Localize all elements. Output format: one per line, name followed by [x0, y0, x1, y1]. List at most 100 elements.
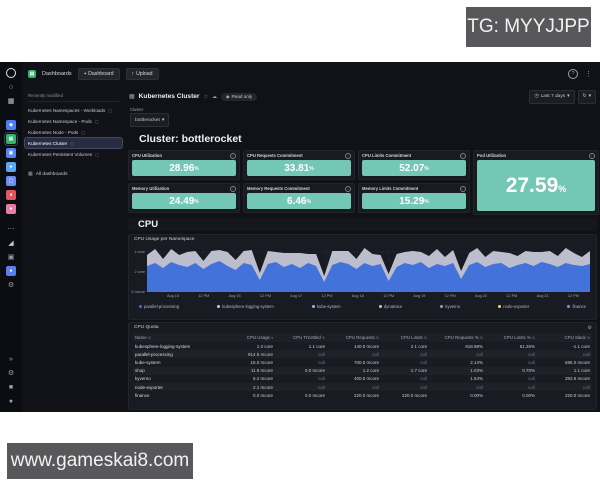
legend-item-node-exporter[interactable]: node-exporter — [498, 304, 529, 309]
cell-value: null — [582, 384, 590, 390]
cell-value: null — [317, 384, 325, 390]
legend-item-parallel-processing[interactable]: parallel-processing — [139, 304, 179, 309]
cell-value: 0.0 mcore — [304, 368, 325, 374]
row-title[interactable]: Cluster: bottlerocket — [139, 133, 242, 145]
share-icon[interactable]: ☁ — [211, 93, 217, 100]
cell-value: null — [419, 384, 427, 390]
panel-title: CPU Quota — [134, 325, 159, 330]
cluster-variable-dropdown[interactable]: bottlerocket ▾ — [130, 113, 170, 127]
x-axis-label: 12 PM — [567, 294, 579, 298]
table-row-kube-system[interactable]: kube-system 15.0 mcore null 700.0 mcore null… — [133, 358, 592, 366]
app-panel-icon[interactable]: ▣ — [6, 148, 16, 158]
cpu-usage-panel[interactable]: CPU Usage per Namespace 4 core 2 core 0 mc… — [128, 234, 597, 320]
cluster-variable-label: Cluster — [130, 107, 144, 112]
column-header-name[interactable]: Name ⇅ — [135, 335, 151, 340]
table-row-parallel-processing[interactable]: parallel-processing 914.5 mcore null null nu… — [133, 350, 592, 358]
apps-grid-icon[interactable]: ▦ — [7, 97, 15, 105]
panel-header: Memory Utilization i — [129, 184, 239, 192]
app-alert-icon[interactable]: ● — [6, 190, 16, 200]
stat-panel-memory-utilization[interactable]: Memory Utilization i 24.49% — [128, 183, 240, 213]
refresh-button[interactable]: ↻ ▾ — [577, 89, 596, 104]
panel-info-icon[interactable]: i — [459, 185, 466, 192]
stat-panel-memory-limits-commitment[interactable]: Memory Limits Commitment i 15.29% — [358, 183, 470, 213]
sidebar-item-kubernetes-namespace-pods[interactable]: Kubernetes Namespace - Pods ▢ — [25, 116, 122, 126]
table-row-kubesphere-logging-system[interactable]: kubesphere-logging-system 1.3 core 1.1 cor… — [133, 342, 592, 350]
cell-value: null — [317, 376, 325, 382]
legend-item-kube-system[interactable]: kube-system — [311, 304, 341, 309]
app-eye-icon[interactable]: ● — [6, 162, 16, 172]
stat-panel-memory-requests-commitment[interactable]: Memory Requests Commitment i 6.46% — [243, 183, 355, 213]
legend-item-kubesphere-logging-system[interactable]: kubesphere-logging-system — [217, 304, 274, 309]
panel-info-icon[interactable]: i — [229, 185, 236, 192]
stat-panel-cpu-limits-commitment[interactable]: CPU Limits Commitment i 52.07% — [358, 150, 470, 180]
stat-panel-cpu-utilization[interactable]: CPU Utilization i 28.96% — [128, 150, 240, 180]
dashboards-label[interactable]: Dashboards — [42, 71, 72, 77]
time-range-picker[interactable]: ◷ Last 7 days ▾ — [529, 89, 575, 104]
column-header-cpu-usage[interactable]: CPU Usage ▾ — [246, 335, 273, 340]
stat-number: 24.49 — [169, 195, 195, 207]
cpu-quota-panel: CPU Quota ⚙ Name ⇅ CPU Usage ▾ CPU Throttl… — [128, 322, 597, 410]
legend-item-dynatrace[interactable]: dynatrace — [378, 304, 402, 309]
column-header-cpu-throttled[interactable]: CPU Throttled ⇅ — [293, 335, 325, 340]
column-header-cpu-slack[interactable]: CPU Slack ⇅ — [564, 335, 590, 340]
panel-info-icon[interactable]: i — [459, 152, 466, 159]
help-icon[interactable]: ? — [568, 69, 578, 79]
app-hex-icon[interactable]: ● — [6, 204, 16, 214]
table-row-finance[interactable]: finance 0.0 mcore 0.0 mcore 220.0 mcore 220.… — [133, 391, 592, 399]
stat-panel-cpu-requests-commitment[interactable]: CPU Requests Commitment i 33.81% — [243, 150, 355, 180]
legend-item-finance[interactable]: finance — [567, 304, 586, 309]
all-dashboards-link[interactable]: ▦ All dashboards — [28, 171, 119, 177]
more-apps-icon[interactable]: ⋯ — [7, 225, 15, 233]
x-axis-label: 12 PM — [506, 294, 518, 298]
pod-utilization-panel[interactable]: Pod Utilization i 27.59 % — [473, 150, 599, 215]
analytics-icon[interactable]: ◢ — [8, 239, 14, 247]
cell-value: -1.1 core — [572, 343, 590, 349]
expand-arrow-icon[interactable]: » — [9, 355, 13, 363]
grafana-logo[interactable] — [6, 68, 16, 78]
sidebar-item-kubernetes-namespaces-workloads[interactable]: Kubernetes Namespaces - Workloads ▢ — [25, 105, 122, 115]
dashboard-title: Kubernetes Cluster — [138, 93, 200, 100]
circle-icon[interactable]: ● — [8, 397, 14, 405]
column-header-cpu-requests[interactable]: CPU Requests ⇅ — [345, 335, 379, 340]
sidebar-item-kubernetes-cluster[interactable]: Kubernetes Cluster ▢ — [24, 137, 123, 149]
table-row-kyverno[interactable]: kyverno 6.2 mcore null 400.0 mcore null 1.54%… — [133, 375, 592, 383]
admin-gear-icon[interactable]: ⚙ — [7, 369, 15, 377]
cpu-section-row[interactable]: CPU — [128, 218, 597, 231]
upload-button[interactable]: ↑ Upload — [125, 68, 159, 80]
snapshot-icon[interactable]: ▣ — [7, 253, 15, 261]
app-cube-icon[interactable]: ◆ — [6, 120, 16, 130]
panel-gear-icon[interactable]: ⚙ — [587, 325, 592, 331]
star-icon[interactable]: ☆ — [203, 93, 208, 100]
kebab-menu-icon[interactable]: ⋮ — [585, 71, 592, 78]
profile-icon[interactable]: ● — [6, 266, 16, 276]
column-header-cpu-limits[interactable]: CPU Limits ⇅ — [400, 335, 427, 340]
sort-icon: ⇅ — [147, 336, 151, 340]
legend-label: kyverno — [445, 304, 461, 309]
column-header-cpu-requests-[interactable]: CPU Requests % ⇅ — [444, 335, 483, 340]
panel-info-icon[interactable]: i — [344, 152, 351, 159]
x-axis-ticks: Aug 15 12 PM Aug 16 12 PM Aug 17 12 PM Aug 18 1… — [147, 294, 590, 301]
legend-item-kyverno[interactable]: kyverno — [440, 304, 460, 309]
topbar-left: ▦ Dashboards + Dashboard ↑ Upload — [22, 68, 159, 80]
dashboards-app-icon[interactable]: ▦ — [4, 132, 18, 146]
new-dashboard-button[interactable]: + Dashboard — [77, 68, 120, 80]
column-header-cpu-limits-[interactable]: CPU Limits % ⇅ — [503, 335, 535, 340]
table-row-node-exporter[interactable]: node-exporter 2.1 mcore null null null null nu… — [133, 383, 592, 391]
cell-value: 700.0 mcore — [353, 359, 379, 365]
stat-unit: % — [424, 199, 429, 205]
cell-value: 15.0 mcore — [250, 359, 273, 365]
app-camera-icon[interactable]: ▢ — [6, 176, 16, 186]
x-axis-label: Aug 18 — [351, 294, 364, 298]
legend-color-dot — [378, 305, 382, 308]
panel-header: CPU Limits Commitment i — [359, 151, 469, 159]
search-icon[interactable]: ○ — [8, 83, 14, 91]
square-icon[interactable]: ■ — [8, 383, 14, 391]
panel-info-icon[interactable]: i — [344, 185, 351, 192]
table-row-shop[interactable]: shop 11.9 mcore 0.0 mcore 1.2 core 1.7 core 1… — [133, 367, 592, 375]
settings-gear-icon[interactable]: ⚙ — [7, 281, 15, 289]
panel-info-icon[interactable]: i — [229, 152, 236, 159]
rail-group-tools: ⋯ ◢ ▣ ● ⚙ — [0, 224, 22, 290]
sidebar-item-kubernetes-node-pods[interactable]: Kubernetes Node - Pods ▢ — [25, 127, 122, 137]
sidebar-item-kubernetes-persistent-volumes[interactable]: Kubernetes Persistent Volumes ▢ — [25, 149, 122, 159]
panel-info-icon[interactable]: i — [588, 152, 595, 159]
